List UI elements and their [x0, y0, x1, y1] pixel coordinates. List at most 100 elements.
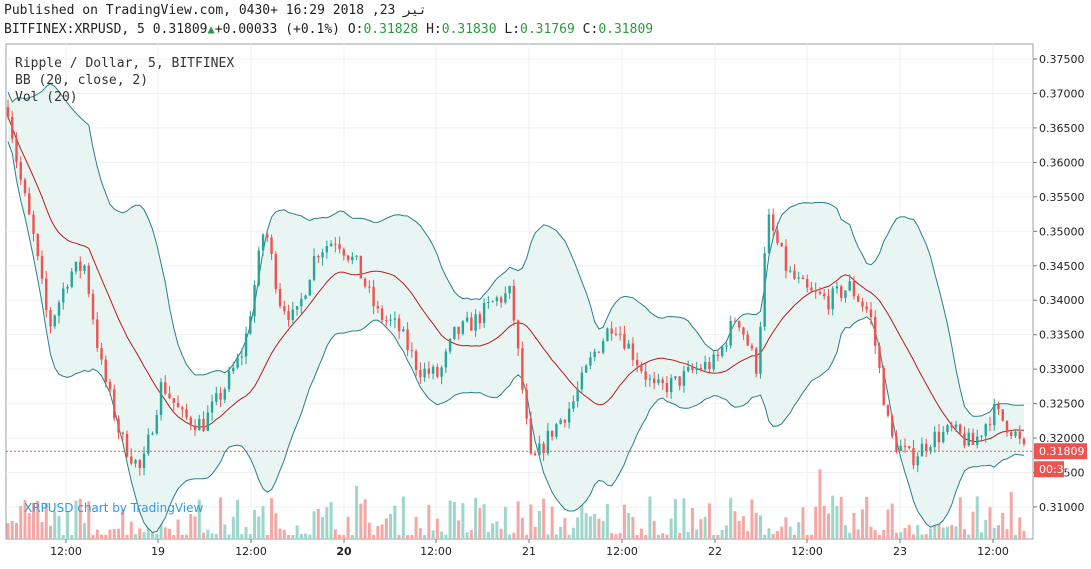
volume-bar [1001, 512, 1005, 539]
candle-body [91, 293, 95, 320]
candle-body [891, 415, 894, 437]
volume-bar [669, 518, 673, 539]
candle-body [610, 328, 613, 334]
candle-body [865, 306, 868, 310]
volume-bar [763, 534, 767, 539]
candle-body [87, 265, 90, 294]
candle-body [746, 334, 749, 346]
candle-body [300, 298, 303, 307]
candle-body [627, 343, 630, 349]
candle-body [993, 404, 996, 426]
volume-bar [134, 534, 138, 539]
open-value: 0.31828 [363, 22, 419, 37]
volume-bar [452, 501, 456, 539]
volume-bar [631, 516, 635, 539]
volume-bar [707, 503, 711, 539]
candle-body [79, 261, 82, 271]
volume-bar [525, 534, 529, 539]
volume-bar [503, 506, 507, 539]
volume-bar [571, 527, 575, 539]
x-tick-label: 12:00 [791, 545, 823, 558]
candle-body [461, 321, 465, 334]
candle-body [976, 436, 979, 445]
volume-bar [508, 534, 512, 539]
candle-body [925, 443, 928, 451]
candle-body [946, 425, 949, 432]
candle-body [202, 418, 205, 431]
volume-bar [329, 502, 333, 539]
candle-body [533, 453, 537, 456]
change-text: +0.00033 (+0.1%) [214, 22, 340, 37]
volume-bar [49, 525, 53, 539]
candle-body [903, 445, 907, 447]
x-tick-label: 12:00 [606, 545, 638, 558]
volume-bar [622, 504, 626, 539]
volume-bar [499, 528, 503, 539]
candle-body [780, 242, 783, 247]
symbol-text: BITFINEX:XRPUSD, 5 [4, 22, 145, 37]
volume-bar [818, 469, 822, 539]
candle-body [823, 293, 826, 297]
volume-bar [831, 495, 835, 539]
candle-body [155, 415, 158, 434]
candle-body [899, 445, 902, 451]
candle-body [920, 443, 924, 457]
candle-body [1018, 431, 1021, 439]
volume-bar [185, 534, 189, 539]
candle-body [223, 389, 227, 400]
volume-bar [937, 522, 941, 539]
candle-body [304, 295, 307, 299]
time-axis[interactable]: 12:00 19 12:00 20 12:00 21 12:00 22 12:00 23 12:00 [50, 539, 1009, 558]
volume-bar [712, 535, 716, 539]
candle-body [342, 249, 346, 256]
candle-body [840, 286, 843, 298]
volume-bar [299, 534, 303, 539]
candle-body [699, 368, 703, 370]
volume-bar [346, 516, 350, 539]
candle-body [593, 351, 596, 358]
candle-body [754, 348, 758, 374]
last-price-label: 0.31809 [1039, 445, 1085, 458]
volume-bar [984, 519, 988, 539]
volume-bar [928, 528, 932, 539]
volume-bar [57, 515, 61, 539]
volume-bar [19, 505, 23, 539]
candle-body [291, 309, 295, 320]
candle-body [984, 424, 987, 436]
candle-body [431, 366, 435, 374]
volume-bar [886, 509, 890, 539]
candle-body [36, 233, 39, 257]
candle-body [389, 319, 392, 321]
volume-bar [265, 534, 269, 539]
candle-body [665, 382, 669, 393]
volume-bar [682, 498, 686, 539]
volume-bar [771, 534, 775, 539]
volume-bar [843, 525, 847, 539]
candle-body [470, 317, 473, 331]
volume-bar [36, 500, 40, 539]
candle-body [172, 398, 175, 404]
candle-body [244, 333, 248, 357]
candle-body [410, 350, 414, 352]
volume-bar [495, 521, 499, 539]
candle-body [185, 409, 188, 418]
price-axis[interactable]: 0.37500 0.37000 0.36500 0.36000 0.35500 0.350… [1033, 53, 1087, 514]
candle-body [737, 320, 741, 328]
volume-bar [359, 503, 363, 539]
volume-bar [839, 496, 843, 539]
candle-body [210, 401, 214, 413]
volume-bar [478, 508, 482, 539]
ohlc-line: BITFINEX:XRPUSD, 5 0.31809▲+0.00033 (+0.… [4, 20, 1087, 38]
volume-bar [15, 522, 19, 539]
candle-body [648, 378, 652, 380]
candle-body [219, 393, 222, 400]
candle-body [784, 246, 788, 271]
candle-body [249, 316, 252, 334]
candle-body [142, 453, 146, 468]
candle-body [618, 333, 622, 335]
volume-bar [108, 529, 112, 539]
candle-body [937, 431, 941, 443]
candle-body [521, 348, 524, 390]
volume-bar [699, 519, 703, 539]
